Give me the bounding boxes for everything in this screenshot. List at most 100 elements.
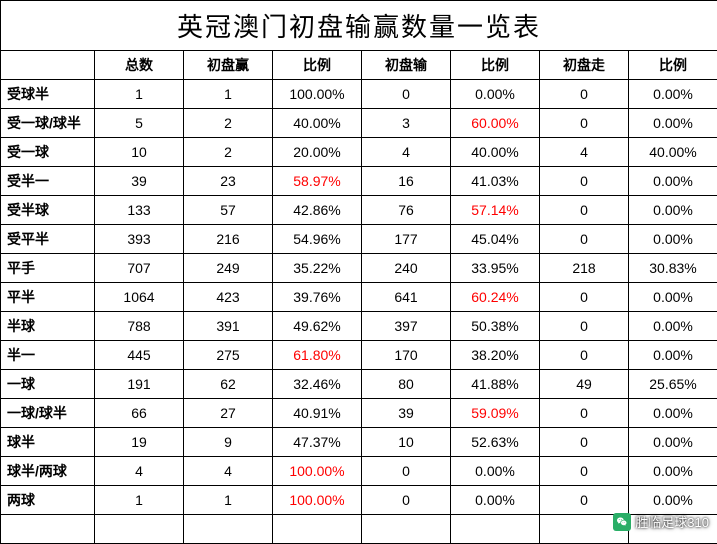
data-cell: 218: [540, 254, 629, 283]
data-cell: 19: [95, 428, 184, 457]
data-cell: 4: [540, 138, 629, 167]
row-label: 受一球: [1, 138, 95, 167]
data-cell: 641: [362, 283, 451, 312]
data-cell: 39: [362, 399, 451, 428]
data-cell: 80: [362, 370, 451, 399]
data-cell: 0: [540, 312, 629, 341]
data-cell: 66: [95, 399, 184, 428]
data-cell: 32.46%: [273, 370, 362, 399]
data-cell: 40.00%: [451, 138, 540, 167]
data-cell: 39.76%: [273, 283, 362, 312]
data-cell: 4: [362, 138, 451, 167]
data-cell: [362, 515, 451, 544]
data-cell: 240: [362, 254, 451, 283]
stats-table-container: 英冠澳门初盘输赢数量一览表 总数 初盘赢 比例 初盘输 比例 初盘走 比例 受球…: [0, 0, 717, 544]
row-label: 受半球: [1, 196, 95, 225]
table-row: 受平半39321654.96%17745.04%00.00%: [1, 225, 717, 254]
data-cell: 58.97%: [273, 167, 362, 196]
row-label: 球半: [1, 428, 95, 457]
data-cell: 0.00%: [629, 225, 717, 254]
data-cell: 0.00%: [451, 457, 540, 486]
data-cell: 100.00%: [273, 486, 362, 515]
table-row: 两球11100.00%00.00%00.00%: [1, 486, 717, 515]
data-cell: 33.95%: [451, 254, 540, 283]
data-cell: 0: [362, 486, 451, 515]
data-cell: [95, 515, 184, 544]
data-cell: 30.83%: [629, 254, 717, 283]
stats-table: 英冠澳门初盘输赢数量一览表 总数 初盘赢 比例 初盘输 比例 初盘走 比例 受球…: [0, 0, 717, 544]
data-cell: 0: [540, 225, 629, 254]
data-cell: 0.00%: [629, 109, 717, 138]
header-total: 总数: [95, 51, 184, 80]
data-cell: 57: [184, 196, 273, 225]
data-cell: 0.00%: [629, 312, 717, 341]
data-cell: 0.00%: [451, 80, 540, 109]
data-cell: 133: [95, 196, 184, 225]
table-row: 一球/球半662740.91%3959.09%00.00%: [1, 399, 717, 428]
data-cell: 0.00%: [629, 457, 717, 486]
data-cell: 1: [184, 486, 273, 515]
data-cell: 0: [540, 428, 629, 457]
data-cell: 0: [540, 196, 629, 225]
table-row: 受半球1335742.86%7657.14%00.00%: [1, 196, 717, 225]
data-cell: 788: [95, 312, 184, 341]
header-blank: [1, 51, 95, 80]
data-cell: [451, 515, 540, 544]
row-label: 受球半: [1, 80, 95, 109]
data-cell: 0.00%: [629, 196, 717, 225]
data-cell: 0: [540, 486, 629, 515]
data-cell: 423: [184, 283, 273, 312]
row-label: 半球: [1, 312, 95, 341]
data-cell: 393: [95, 225, 184, 254]
data-cell: 177: [362, 225, 451, 254]
data-cell: 0.00%: [629, 283, 717, 312]
data-cell: 0: [362, 457, 451, 486]
data-cell: 4: [95, 457, 184, 486]
table-row: 球半19947.37%1052.63%00.00%: [1, 428, 717, 457]
row-label: 一球/球半: [1, 399, 95, 428]
data-cell: 0: [540, 457, 629, 486]
row-label: 平手: [1, 254, 95, 283]
table-row: 平手70724935.22%24033.95%21830.83%: [1, 254, 717, 283]
data-cell: 0.00%: [629, 399, 717, 428]
data-cell: 62: [184, 370, 273, 399]
table-row: 受一球10220.00%440.00%440.00%: [1, 138, 717, 167]
data-cell: 1: [184, 80, 273, 109]
data-cell: 38.20%: [451, 341, 540, 370]
header-draw: 初盘走: [540, 51, 629, 80]
header-draw-pct: 比例: [629, 51, 717, 80]
data-cell: 16: [362, 167, 451, 196]
data-cell: 191: [95, 370, 184, 399]
table-row: 半一44527561.80%17038.20%00.00%: [1, 341, 717, 370]
data-cell: 707: [95, 254, 184, 283]
data-cell: 20.00%: [273, 138, 362, 167]
row-label: 受平半: [1, 225, 95, 254]
data-cell: 249: [184, 254, 273, 283]
header-lose-pct: 比例: [451, 51, 540, 80]
data-cell: 41.88%: [451, 370, 540, 399]
data-cell: 49.62%: [273, 312, 362, 341]
data-cell: 27: [184, 399, 273, 428]
table-row: 一球1916232.46%8041.88%4925.65%: [1, 370, 717, 399]
header-win: 初盘赢: [184, 51, 273, 80]
data-cell: 50.38%: [451, 312, 540, 341]
data-cell: 39: [95, 167, 184, 196]
data-cell: 1: [95, 80, 184, 109]
data-cell: 60.24%: [451, 283, 540, 312]
row-label: 一球: [1, 370, 95, 399]
data-cell: 170: [362, 341, 451, 370]
data-cell: 100.00%: [273, 80, 362, 109]
data-cell: 40.00%: [629, 138, 717, 167]
data-cell: 9: [184, 428, 273, 457]
table-row: 平半106442339.76%64160.24%00.00%: [1, 283, 717, 312]
data-cell: 1064: [95, 283, 184, 312]
data-cell: 275: [184, 341, 273, 370]
row-label: [1, 515, 95, 544]
data-cell: 60.00%: [451, 109, 540, 138]
data-cell: 49: [540, 370, 629, 399]
data-cell: 35.22%: [273, 254, 362, 283]
row-label: 两球: [1, 486, 95, 515]
data-cell: 47.37%: [273, 428, 362, 457]
row-label: 平半: [1, 283, 95, 312]
data-cell: [184, 515, 273, 544]
